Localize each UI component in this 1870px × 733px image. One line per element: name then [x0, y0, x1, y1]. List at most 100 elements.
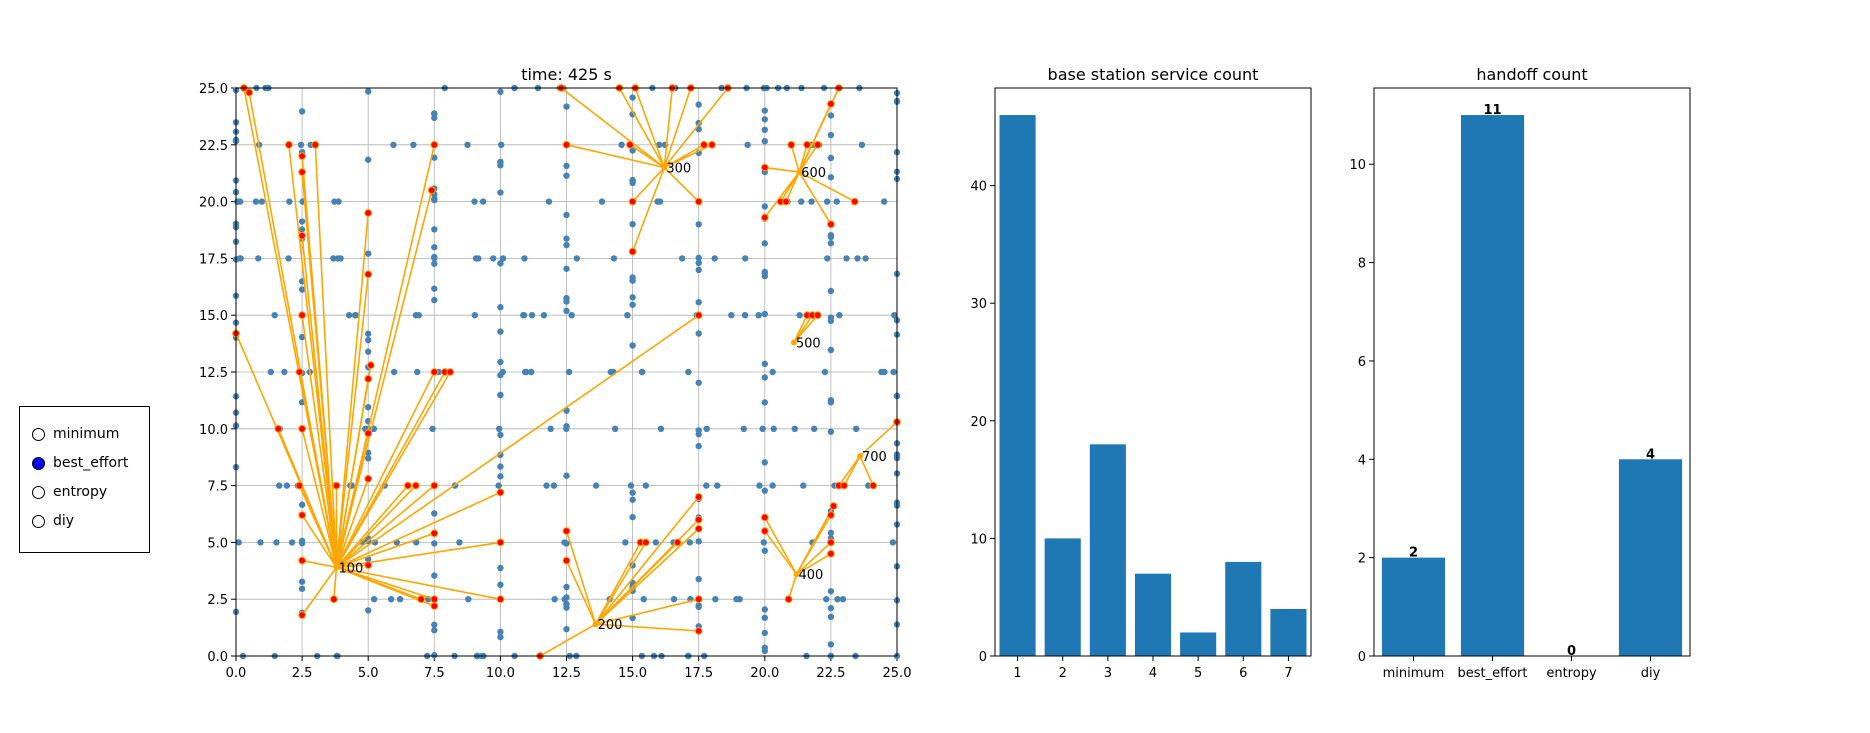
map-axes-frame [235, 87, 898, 657]
served-user-node [274, 424, 283, 433]
served-user-node [298, 168, 307, 176]
user-node [629, 342, 636, 349]
user-node [695, 538, 702, 545]
user-node [298, 333, 306, 341]
served-user-node [787, 140, 796, 149]
service-link [632, 166, 665, 203]
radio-option-minimum[interactable]: minimum [32, 426, 119, 442]
served-user-node [411, 481, 420, 490]
handoff-count-axes-frame [1373, 87, 1691, 657]
served-user-node [694, 627, 703, 635]
user-node [281, 368, 288, 376]
user-node [796, 312, 803, 319]
user-node [652, 539, 660, 546]
user-node [497, 628, 504, 636]
served-user-node [298, 311, 307, 320]
user-node [563, 307, 570, 315]
service-link [634, 87, 666, 168]
user-node [761, 487, 768, 494]
radio-option-entropy[interactable]: entropy [32, 484, 107, 500]
served-user-node [245, 88, 254, 97]
radio-circle-diy[interactable] [32, 514, 45, 528]
served-user-node [298, 556, 307, 565]
user-node [365, 250, 372, 257]
service-link [779, 171, 800, 203]
service-count-bar-station-2 [1044, 538, 1081, 656]
service-count-xtick-label: 6 [1239, 666, 1247, 681]
user-node [431, 572, 438, 579]
served-user-node [827, 538, 835, 547]
user-node [712, 596, 719, 603]
user-node [695, 603, 702, 611]
user-node [686, 539, 694, 546]
user-node [283, 482, 291, 489]
user-node [744, 141, 751, 148]
user-node [497, 88, 504, 95]
served-user-node [850, 197, 859, 206]
service-link [333, 567, 338, 600]
service-link [764, 530, 798, 575]
user-node [498, 141, 505, 148]
served-user-node [403, 481, 412, 490]
user-node [629, 496, 636, 503]
served-user-node [673, 538, 682, 547]
user-node [551, 596, 558, 603]
map-xtick-label: 22.5 [816, 666, 845, 681]
served-user-node [430, 140, 439, 149]
served-user-node [496, 538, 505, 547]
user-node [741, 312, 749, 319]
user-node [365, 156, 372, 163]
user-node [880, 198, 888, 205]
user-node [761, 360, 768, 368]
user-node [740, 425, 747, 432]
user-node [497, 391, 504, 399]
served-user-node [641, 538, 650, 547]
service-link [336, 541, 501, 569]
served-user-node [869, 481, 878, 490]
radio-option-best-effort[interactable]: best_effort [32, 455, 128, 471]
map-ytick-label: 5.0 [207, 536, 228, 551]
user-node [565, 368, 573, 376]
radio-circle-entropy[interactable] [32, 485, 45, 499]
user-node [563, 235, 570, 242]
service-link [560, 87, 665, 169]
served-user-node [694, 515, 703, 524]
base-station-label: 600 [801, 166, 826, 181]
user-node [598, 198, 606, 205]
user-node [431, 540, 438, 547]
user-node [827, 399, 835, 406]
user-node [761, 137, 768, 145]
served-user-node [694, 524, 703, 533]
user-node [431, 627, 438, 634]
service-link [859, 421, 898, 457]
user-node [736, 596, 743, 603]
user-node [854, 255, 861, 262]
radio-circle-minimum[interactable] [32, 427, 45, 441]
user-node [836, 312, 843, 319]
user-node [695, 431, 702, 438]
handoff-count-ytick-label: 4 [1358, 453, 1366, 468]
user-node [827, 428, 835, 435]
user-node [237, 255, 244, 262]
service-count-xtick-label: 2 [1059, 666, 1067, 681]
user-node [769, 482, 776, 489]
radio-option-diy[interactable]: diy [32, 513, 74, 529]
served-user-node [496, 595, 505, 604]
user-node [640, 596, 647, 603]
user-node [563, 241, 570, 249]
service-link [663, 87, 692, 168]
user-node [528, 312, 536, 319]
served-user-node [430, 529, 439, 538]
user-node [330, 255, 337, 262]
service-link [595, 528, 700, 625]
user-node [703, 482, 710, 489]
radio-circle-best-effort[interactable] [32, 456, 45, 470]
served-user-node [760, 213, 769, 222]
user-node [563, 594, 570, 601]
user-node [479, 198, 487, 205]
user-node [761, 126, 768, 134]
service-count-ytick-label: 40 [970, 180, 987, 195]
service-link [618, 87, 666, 168]
user-node [761, 459, 768, 466]
service-link [301, 566, 338, 616]
